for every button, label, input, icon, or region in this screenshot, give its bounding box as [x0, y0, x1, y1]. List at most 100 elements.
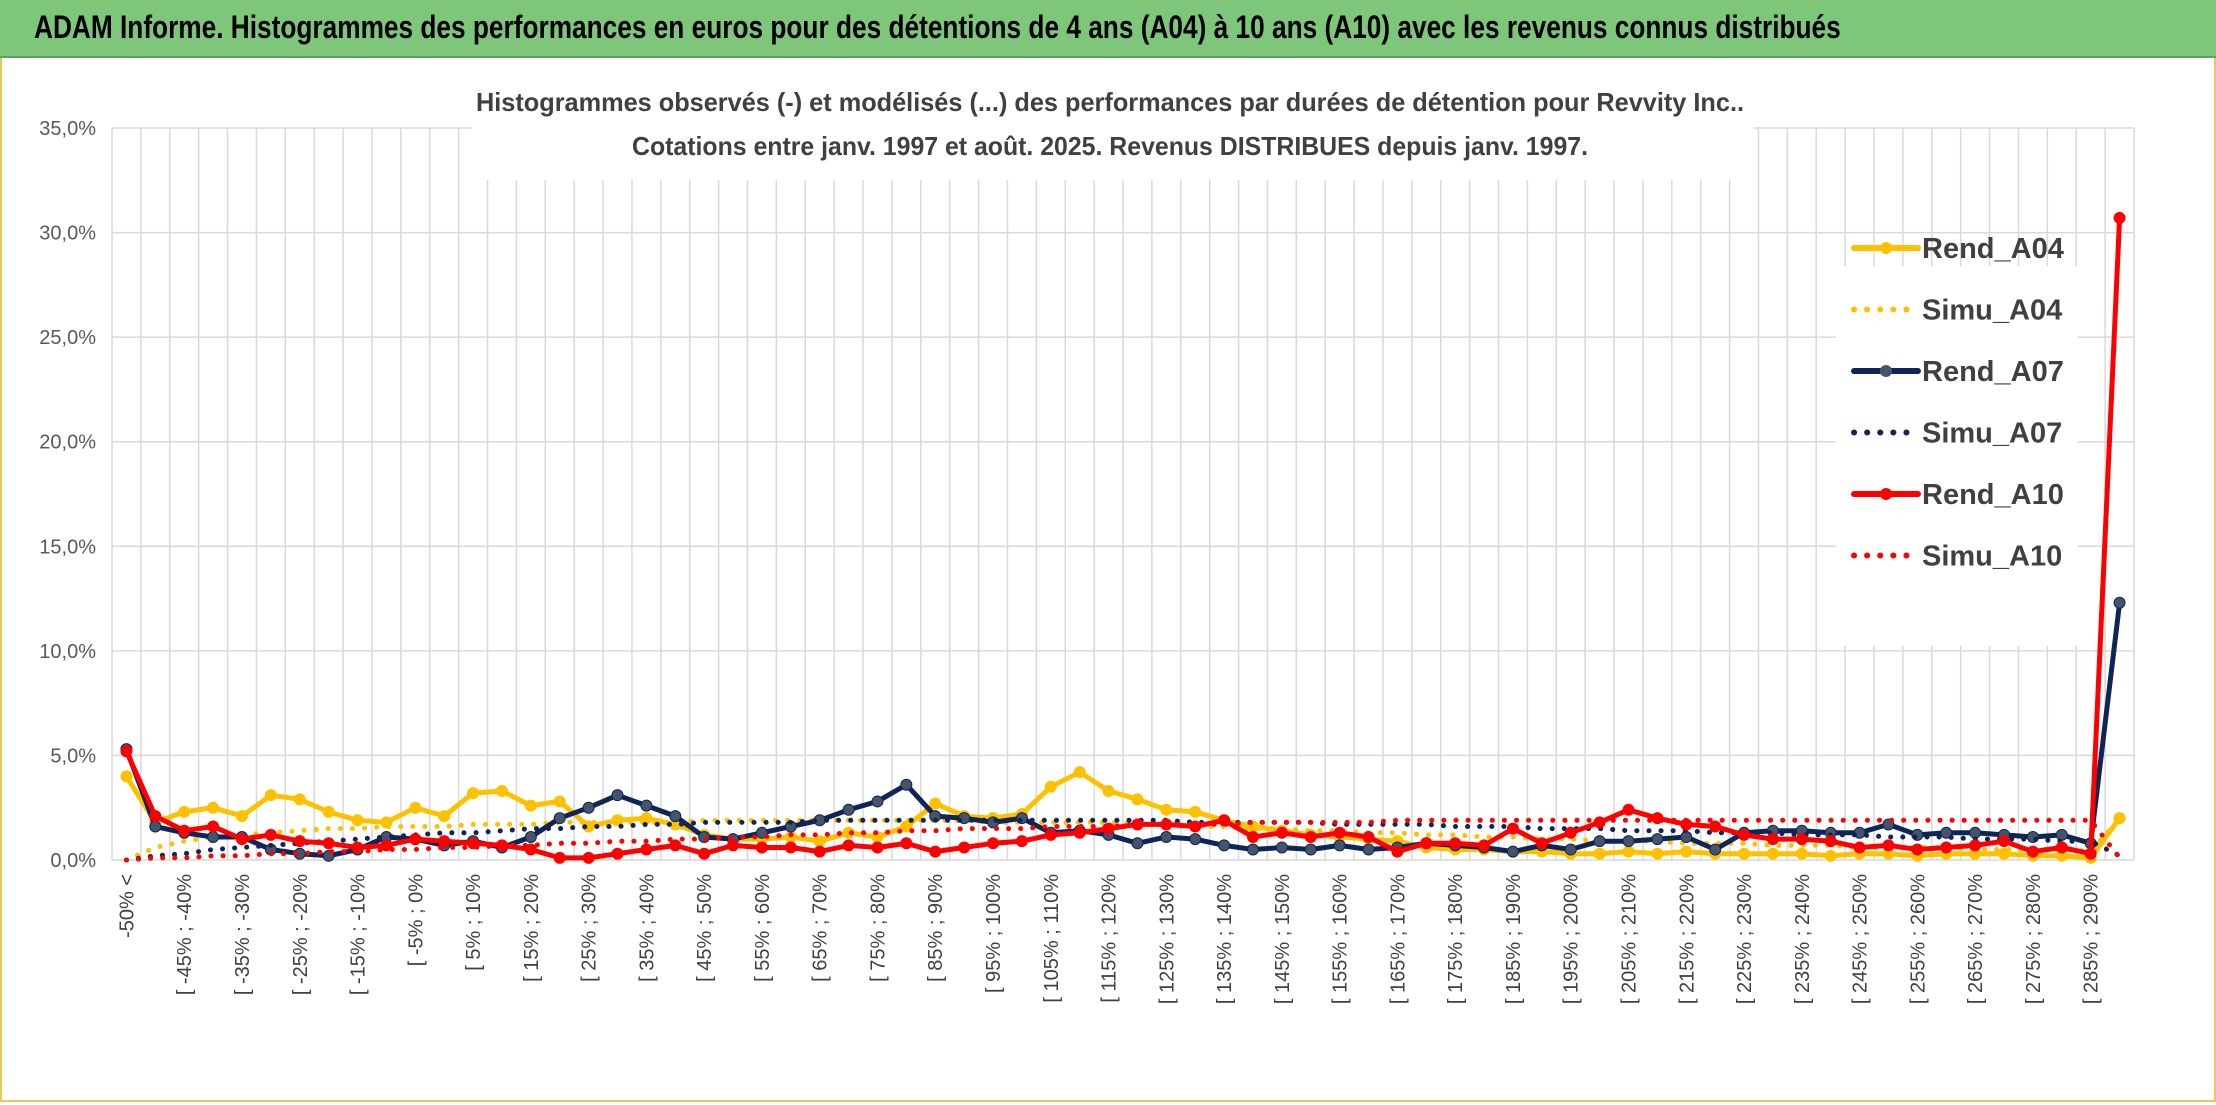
- legend-label-rend-a04: Rend_A04: [1922, 233, 2064, 265]
- x-tick-label: [ 235% ; 240%: [1792, 874, 1814, 1004]
- point-rend-a04: [553, 795, 566, 808]
- point-rend-a04: [524, 799, 537, 812]
- point-rend-a10: [235, 833, 248, 846]
- point-rend-a04: [178, 805, 191, 818]
- point-rend-a07: [1940, 826, 1953, 839]
- legend-label-simu-a10: Simu_A10: [1922, 541, 2062, 573]
- point-rend-a07: [1131, 837, 1144, 850]
- point-rend-a10: [293, 835, 306, 848]
- point-rend-a07: [1333, 839, 1346, 852]
- x-tick-label: [ 195% ; 200%: [1561, 874, 1583, 1004]
- legend-marker-rend-a10: [1880, 488, 1892, 500]
- point-rend-a04: [842, 826, 855, 839]
- point-rend-a04: [1131, 793, 1144, 806]
- point-rend-a10: [1044, 828, 1057, 841]
- point-rend-a07: [1709, 843, 1722, 856]
- point-rend-a10: [813, 845, 826, 858]
- point-rend-a10: [669, 839, 682, 852]
- point-rend-a10: [1795, 833, 1808, 846]
- point-rend-a04: [1073, 766, 1086, 779]
- point-rend-a07: [669, 810, 682, 823]
- y-tick-label: 10,0%: [39, 641, 96, 663]
- x-tick-label: [ 165% ; 170%: [1387, 874, 1409, 1004]
- point-rend-a10: [1420, 837, 1433, 850]
- point-rend-a10: [2055, 841, 2068, 854]
- x-tick-label: [ 45% ; 50%: [694, 874, 716, 982]
- point-rend-a04: [351, 814, 364, 827]
- point-rend-a10: [178, 824, 191, 837]
- point-rend-a04: [438, 810, 451, 823]
- y-tick-label: 25,0%: [39, 327, 96, 349]
- x-tick-label: [ 215% ; 220%: [1676, 874, 1698, 1004]
- x-tick-label: [ 35% ; 40%: [636, 874, 658, 982]
- point-rend-a07: [149, 820, 162, 833]
- x-tick-label: [ 15% ; 20%: [521, 874, 543, 982]
- point-rend-a10: [1449, 837, 1462, 850]
- point-rend-a10: [900, 837, 913, 850]
- point-rend-a07: [900, 778, 913, 791]
- title-background: [472, 86, 1754, 180]
- x-tick-label: -50% <: [116, 874, 138, 938]
- point-rend-a04: [1044, 780, 1057, 793]
- legend-label-rend-a07: Rend_A07: [1922, 356, 2064, 388]
- point-rend-a07: [1218, 839, 1231, 852]
- point-rend-a07: [1362, 843, 1375, 856]
- series-line-rend-a04: [123, 769, 2123, 861]
- x-tick-label: [ 95% ; 100%: [983, 874, 1005, 993]
- x-tick-label: [ 65% ; 70%: [810, 874, 832, 982]
- x-tick-label: [ 115% ; 120%: [1099, 874, 1121, 1003]
- point-rend-a10: [1506, 822, 1519, 835]
- point-rend-a07: [1275, 841, 1288, 854]
- legend: Rend_A04 Simu_A04 Rend_A07 Simu_A07 Rend_A10…: [1836, 233, 2078, 646]
- point-rend-a10: [2113, 211, 2126, 224]
- point-rend-a10: [1015, 835, 1028, 848]
- point-rend-a07: [1651, 833, 1664, 846]
- point-rend-a07: [553, 812, 566, 825]
- point-rend-a07: [611, 789, 624, 802]
- point-rend-a07: [1680, 830, 1693, 843]
- x-tick-label: [ 75% ; 80%: [867, 874, 889, 982]
- point-rend-a10: [1911, 843, 1924, 856]
- x-tick-label: [ -5% ; 0%: [405, 874, 427, 966]
- point-rend-a10: [1709, 820, 1722, 833]
- x-tick-label: [ 105% ; 110%: [1041, 874, 1063, 1003]
- point-rend-a10: [409, 833, 422, 846]
- point-rend-a04: [1738, 847, 1751, 860]
- x-tick-label: [ 275% ; 280%: [2023, 874, 2045, 1004]
- x-tick-label: [ 245% ; 250%: [1850, 874, 1872, 1004]
- legend-marker-rend-a07: [1880, 365, 1892, 377]
- legend-label-simu-a07: Simu_A07: [1922, 418, 2062, 450]
- point-rend-a10: [120, 745, 133, 758]
- point-rend-a04: [1160, 803, 1173, 816]
- point-rend-a04: [1622, 845, 1635, 858]
- point-rend-a04: [1680, 845, 1693, 858]
- point-rend-a10: [2026, 845, 2039, 858]
- point-rend-a07: [2055, 828, 2068, 841]
- point-rend-a10: [438, 835, 451, 848]
- point-rend-a04: [207, 801, 220, 814]
- y-tick-label: 20,0%: [39, 432, 96, 454]
- point-rend-a10: [1853, 841, 1866, 854]
- point-rend-a07: [582, 801, 595, 814]
- point-rend-a10: [2084, 847, 2097, 860]
- x-tick-label: [ 225% ; 230%: [1734, 874, 1756, 1004]
- point-rend-a10: [755, 841, 768, 854]
- y-tick-label: 15,0%: [39, 536, 96, 558]
- point-rend-a04: [495, 784, 508, 797]
- point-rend-a10: [958, 841, 971, 854]
- point-rend-a04: [264, 789, 277, 802]
- x-tick-label: [ 265% ; 270%: [1965, 874, 1987, 1004]
- point-rend-a10: [1824, 835, 1837, 848]
- point-rend-a10: [380, 839, 393, 852]
- x-tick-label: [ -15% ; -10%: [348, 874, 370, 995]
- point-rend-a10: [727, 839, 740, 852]
- point-rend-a10: [1969, 839, 1982, 852]
- chart-title: Histogrammes observés (-) et modélisés (…: [476, 87, 1744, 117]
- x-tick-label: [ -25% ; -20%: [290, 874, 312, 995]
- point-rend-a10: [987, 837, 1000, 850]
- chart-frame: 0,0% 5,0% 10,0% 15,0% 20,0% 25,0% 30,0% 35,0% -…: [0, 58, 2216, 1102]
- x-tick-label: [ 155% ; 160%: [1330, 874, 1352, 1004]
- point-rend-a04: [409, 801, 422, 814]
- point-rend-a07: [1246, 843, 1259, 856]
